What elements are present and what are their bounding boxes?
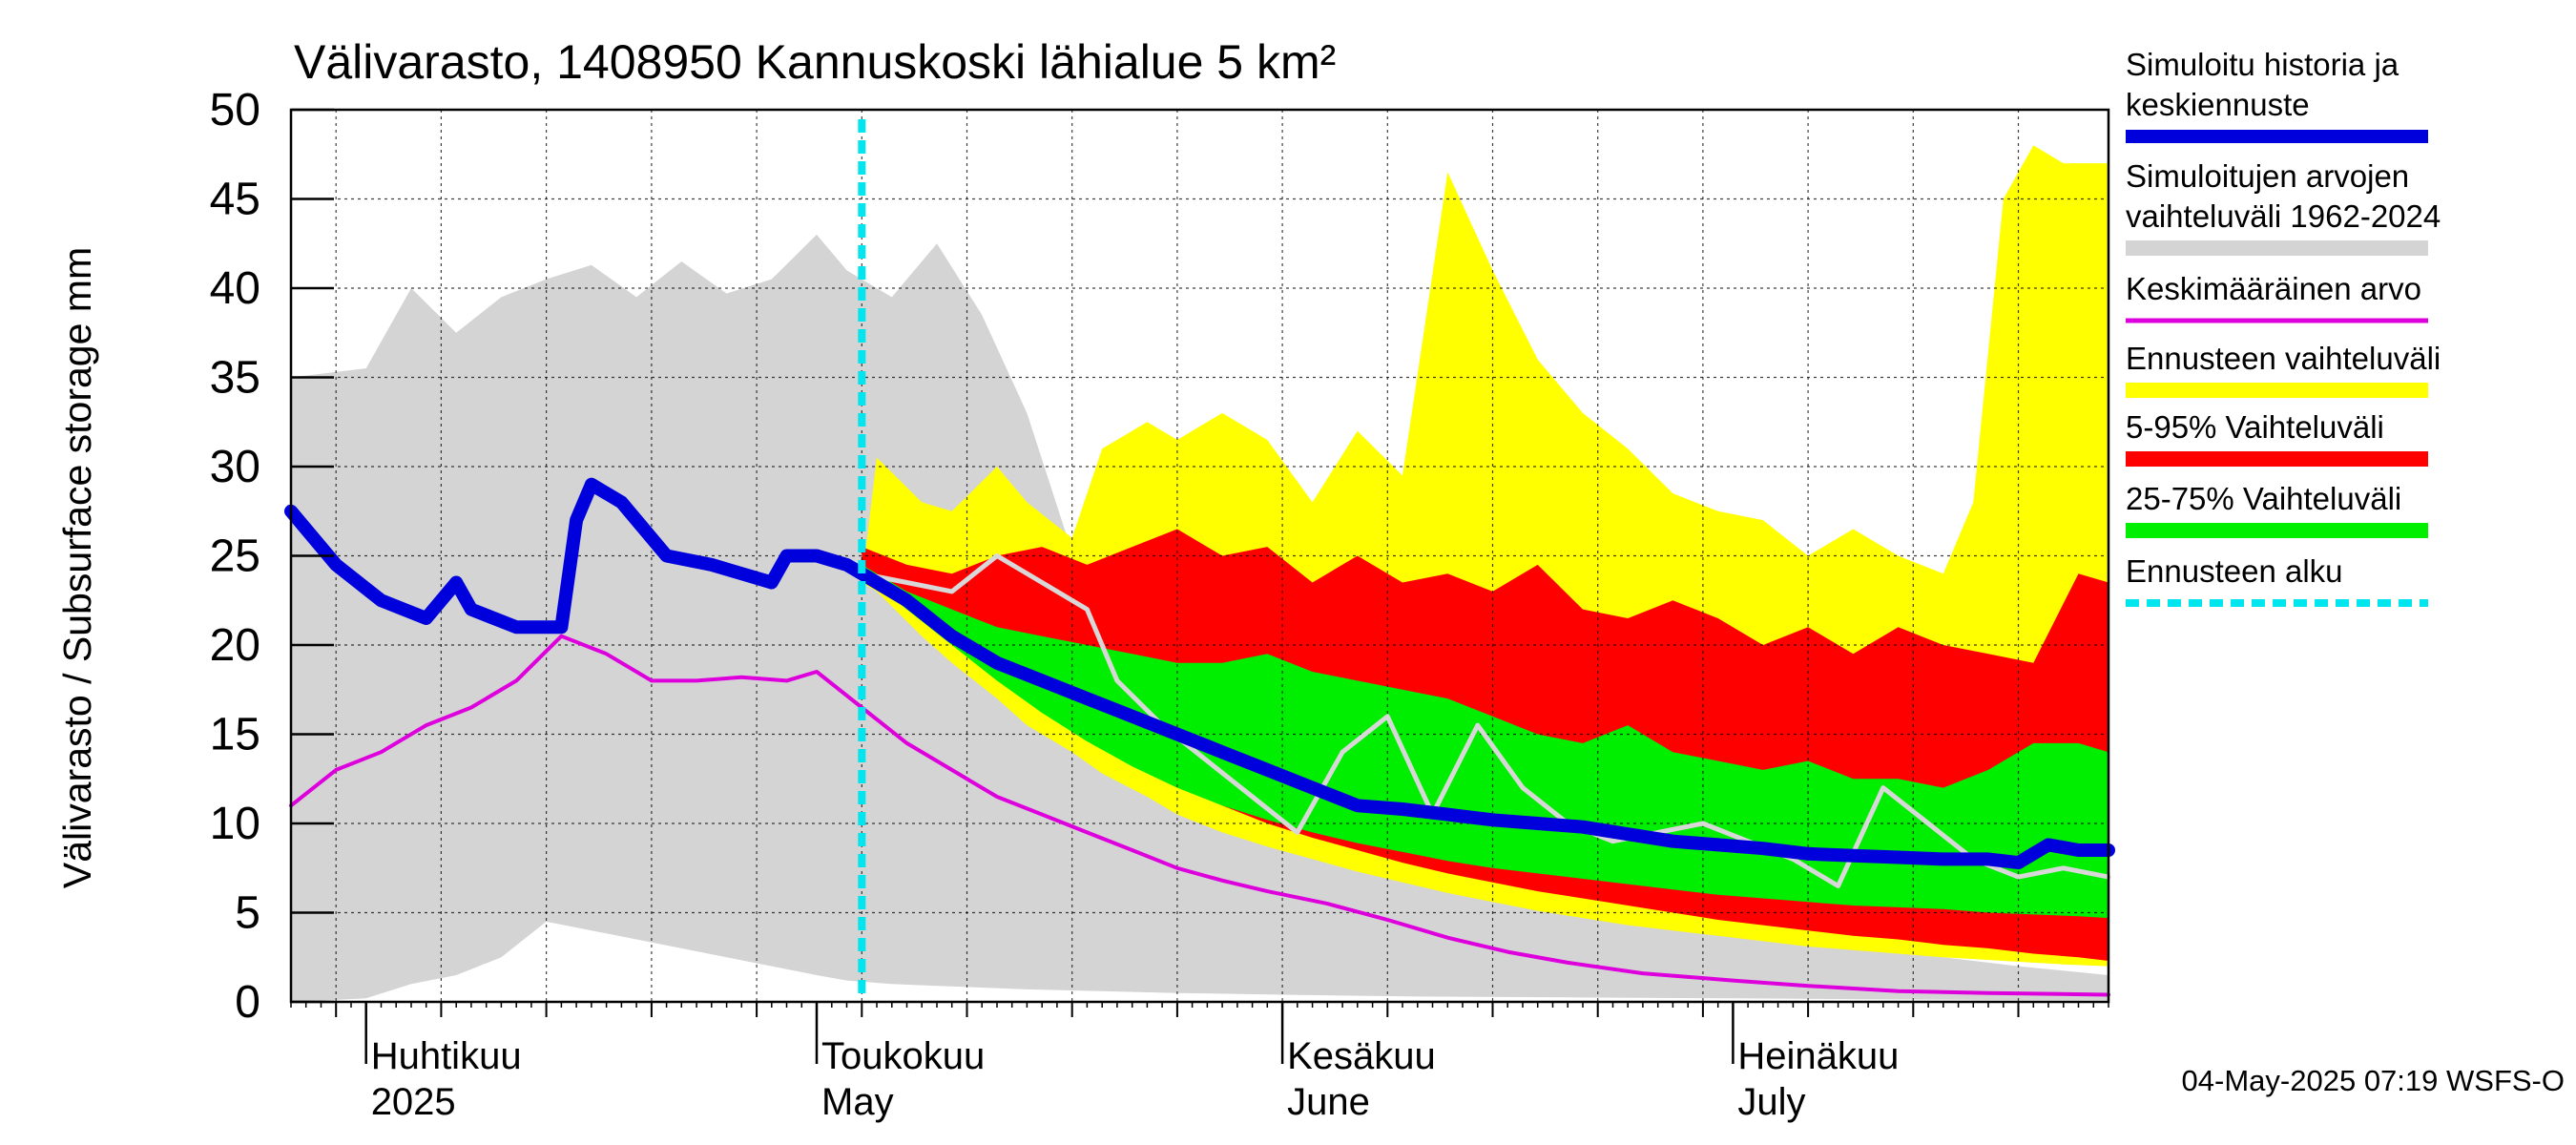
footer-timestamp: 04-May-2025 07:19 WSFS-O	[2182, 1064, 2565, 1097]
y-tick-label: 35	[210, 353, 260, 404]
legend-swatch-25-75-vaihteluvali	[2126, 523, 2428, 538]
legend-swatch-ennusteen-vaihteluvali	[2126, 383, 2428, 398]
legend-label-simuloitujen-arvojen-vaihteluvali-1962-2024: Simuloitujen arvojen	[2126, 158, 2409, 194]
x-month-label-fi: Huhtikuu	[371, 1035, 522, 1077]
y-tick-label: 30	[210, 442, 260, 492]
x-month-label-en: May	[821, 1081, 894, 1123]
legend-label-simuloitujen-arvojen-vaihteluvali-1962-2024: vaihteluväli 1962-2024	[2126, 198, 2441, 234]
x-month-label-fi: Kesäkuu	[1287, 1035, 1436, 1077]
legend-label-25-75-vaihteluvali: 25-75% Vaihteluväli	[2126, 481, 2401, 516]
legend: Simuloitu historia ja keskiennuste Simuloi…	[2126, 47, 2441, 607]
legend-label-keskimaarainen-arvo: Keskimääräinen arvo	[2126, 271, 2421, 306]
x-month-label-fi: Toukokuu	[821, 1035, 985, 1077]
y-axis-label: Välivarasto / Subsurface storage mm	[55, 247, 99, 888]
band-25-75-vaihteluvali	[862, 564, 2109, 919]
y-tick-label: 15	[210, 710, 260, 760]
axes: 05101520253035404550Huhtikuu2025Toukokuu…	[210, 85, 2110, 1123]
legend-label-5-95-vaihteluvali: 5-95% Vaihteluväli	[2126, 409, 2384, 445]
x-month-label-en: July	[1737, 1081, 1805, 1123]
line-layer	[284, 119, 2115, 1002]
legend-label-simuloitu-historia-ja-keskiennuste: keskiennuste	[2126, 87, 2310, 122]
y-tick-label: 5	[235, 888, 260, 939]
legend-label-ennusteen-vaihteluvali: Ennusteen vaihteluväli	[2126, 341, 2441, 376]
x-month-label-en: 2025	[371, 1081, 456, 1123]
y-tick-label: 10	[210, 799, 260, 849]
y-tick-label: 0	[235, 977, 260, 1028]
legend-label-simuloitu-historia-ja-keskiennuste: Simuloitu historia ja	[2126, 47, 2399, 82]
legend-swatch-simuloitujen-arvojen-vaihteluvali-1962-2024	[2126, 240, 2428, 256]
series-line-1	[859, 553, 2111, 888]
series-keskimaarainen-arvo	[289, 634, 2110, 997]
legend-label-ennusteen-alku: Ennusteen alku	[2126, 553, 2343, 589]
band-layer	[291, 145, 2109, 1002]
y-tick-label: 50	[210, 85, 260, 135]
band-simuloitujen-arvojen-vaihteluvali-1962-2024	[291, 234, 2109, 1002]
x-month-label-en: June	[1287, 1081, 1370, 1123]
y-tick-label: 20	[210, 620, 260, 671]
y-tick-label: 40	[210, 263, 260, 314]
y-tick-label: 25	[210, 531, 260, 582]
legend-swatch-5-95-vaihteluvali	[2126, 451, 2428, 467]
series-simuloitu-historia-ja-keskiennuste	[284, 477, 2115, 870]
y-tick-label: 45	[210, 175, 260, 225]
x-month-label-fi: Heinäkuu	[1737, 1035, 1899, 1077]
chart-title: Välivarasto, 1408950 Kannuskoski lähialu…	[294, 35, 1336, 89]
